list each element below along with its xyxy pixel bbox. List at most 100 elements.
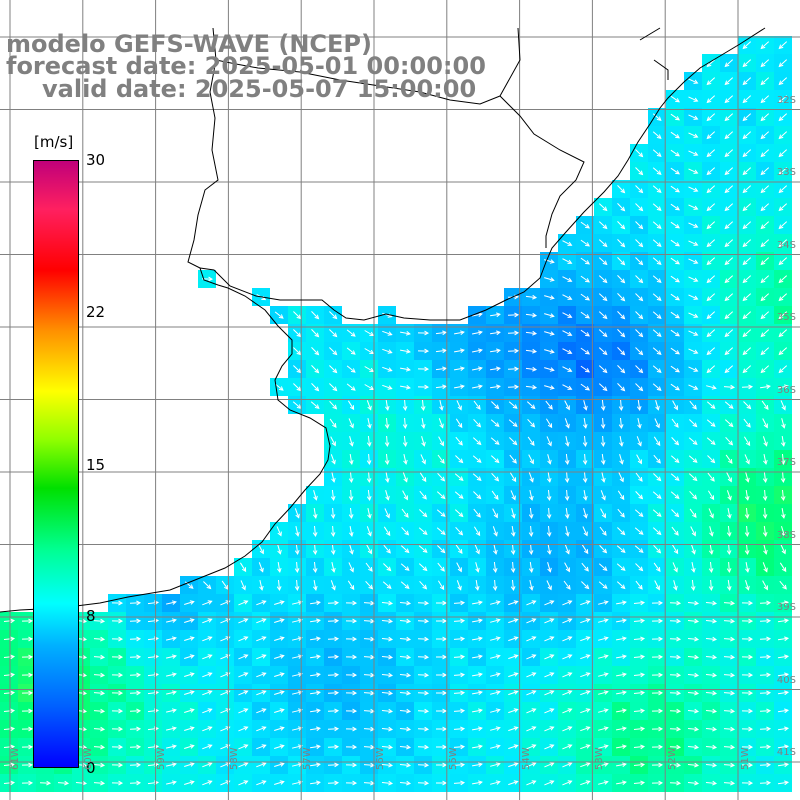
wind-arrow [742,275,752,284]
wind-arrow [202,654,213,660]
wind-arrow [510,526,516,537]
wind-arrow [129,708,142,714]
wind-arrow [724,239,734,248]
wind-arrow [777,384,789,389]
wind-arrow [312,561,318,574]
wind-arrow [634,545,644,553]
wind-arrow [417,636,430,642]
wind-arrow [741,636,754,642]
wind-arrow [743,418,751,428]
wind-arrow [437,472,446,482]
wind-arrow [778,221,788,230]
wind-arrow [706,365,716,374]
wind-arrow [705,600,718,606]
wind-arrow [669,708,682,714]
wind-arrow [21,726,34,732]
wind-arrow [327,708,340,714]
wind-arrow [562,312,573,318]
wind-arrow [651,744,664,750]
wind-arrow [598,311,608,320]
wind-arrow [562,708,573,714]
wind-arrow [742,41,752,50]
wind-arrow [670,239,680,247]
wind-arrow [364,384,375,391]
wind-arrow [473,400,481,410]
wind-arrow [601,471,606,483]
wind-arrow [581,562,589,572]
wind-arrow [544,367,555,372]
wind-arrow [349,526,354,537]
wind-arrow [420,454,426,465]
wind-arrow [599,545,608,554]
wind-arrow [688,276,699,282]
wind-arrow [598,239,608,248]
wind-arrow [655,400,660,411]
wind-arrow [688,455,698,463]
wind-arrow [760,329,770,338]
wind-arrow [327,762,340,768]
wind-arrow [690,544,696,555]
wind-arrow [472,618,483,623]
wind-arrow [366,526,372,537]
wind-arrow [688,150,699,156]
wind-arrow [256,726,267,732]
wind-arrow [617,490,625,501]
wind-arrow [635,491,644,500]
wind-arrow [544,744,555,750]
wind-arrow [381,780,394,786]
wind-arrow [633,726,646,732]
wind-arrow [651,636,664,642]
wind-arrow [724,167,734,176]
wind-arrow [544,708,555,714]
wind-arrow [456,400,462,411]
wind-arrow [402,399,408,412]
wind-arrow [778,239,788,248]
wind-arrow [526,401,536,410]
wind-arrow [472,762,483,767]
wind-arrow [381,708,394,714]
river-border [187,27,219,269]
wind-arrow [239,562,247,573]
wind-arrow [399,618,412,624]
wind-arrow [329,400,338,410]
wind-arrow [742,113,752,122]
wind-arrow [436,654,448,660]
wind-arrow [617,275,626,284]
wind-arrow [400,349,411,354]
wind-arrow [687,618,700,624]
wind-arrow [706,347,716,356]
wind-arrow [598,708,609,713]
wind-arrow [564,453,570,466]
wind-arrow [111,726,124,732]
wind-arrow [617,329,626,338]
wind-arrow [436,690,448,696]
wind-arrow [670,257,680,265]
wind-arrow [669,654,682,660]
wind-arrow [583,490,588,501]
wind-arrow [417,330,430,336]
wind-arrow [111,618,124,624]
wind-arrow [781,526,786,537]
wind-arrow [706,239,716,248]
wind-arrow [689,490,698,500]
wind-arrow [382,330,393,336]
wind-arrow [508,672,519,678]
wind-arrow [616,726,627,731]
wind-arrow [454,509,464,518]
wind-arrow [726,472,732,483]
lat-label: 39S [776,602,796,613]
wind-arrow [707,490,715,501]
wind-arrow [366,471,372,484]
wind-arrow [111,744,124,750]
wind-arrow [707,455,716,464]
wind-arrow [670,455,680,463]
wind-arrow [439,399,444,411]
wind-arrow [294,579,300,592]
wind-arrow [184,600,195,605]
colorbar [33,160,79,768]
wind-arrow [345,726,358,732]
wind-arrow [760,41,770,50]
wind-arrow [330,436,336,447]
wind-arrow [420,399,426,412]
wind-arrow [402,417,408,430]
